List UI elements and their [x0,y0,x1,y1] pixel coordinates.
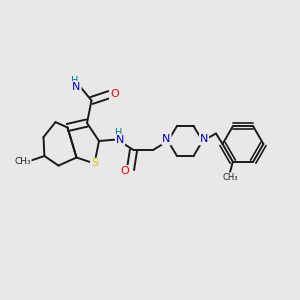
Text: N: N [200,134,208,145]
Text: O: O [121,166,130,176]
Text: N: N [72,82,81,92]
Text: CH₃: CH₃ [14,157,31,166]
Text: H: H [115,128,122,138]
Text: S: S [91,158,98,169]
Text: O: O [110,89,119,100]
Text: N: N [162,134,171,145]
Text: CH₃: CH₃ [222,173,238,182]
Text: H: H [71,76,78,86]
Text: N: N [116,135,124,145]
